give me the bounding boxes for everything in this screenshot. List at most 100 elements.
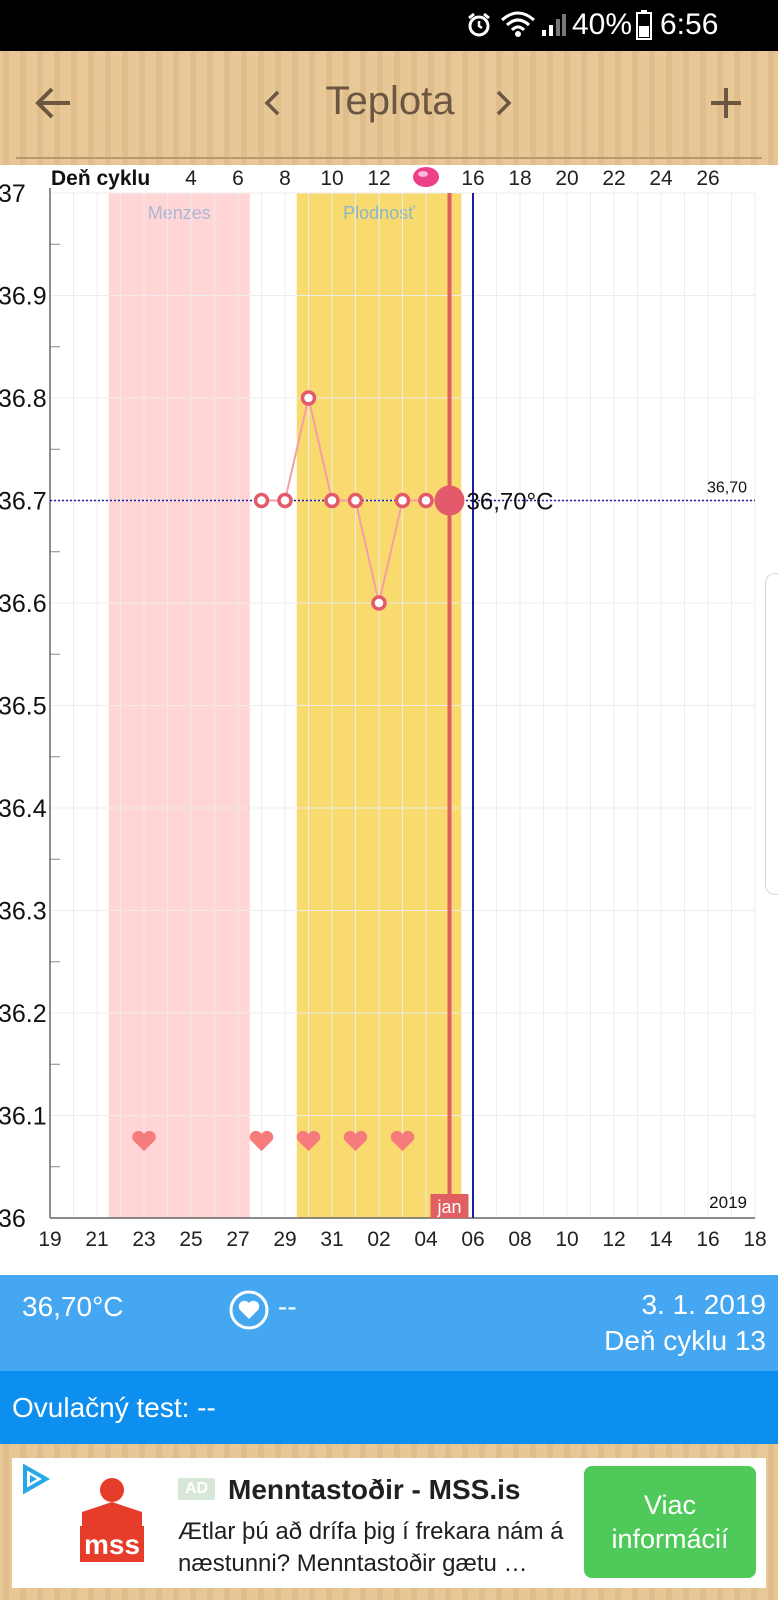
reference-line-label: 36,70: [707, 480, 747, 497]
y-tick-label: 36.9: [0, 283, 47, 311]
next-cycle-button[interactable]: [486, 81, 522, 125]
y-tick-label: 36.1: [0, 1103, 47, 1131]
ad-title[interactable]: Menntastoðir - MSS.is: [228, 1474, 521, 1505]
cycle-day-tick: 8: [279, 167, 291, 190]
x-tick-label: 10: [555, 1228, 578, 1251]
plus-icon: [711, 88, 741, 118]
cycle-day-tick: 24: [649, 167, 673, 190]
temperature-point[interactable]: [300, 390, 317, 406]
month-label-bg: [430, 1194, 469, 1218]
ad-badge: AD: [178, 1478, 216, 1500]
battery-percent: 40%: [572, 8, 633, 41]
x-tick-label: 08: [508, 1228, 531, 1251]
temperature-point[interactable]: [253, 492, 270, 509]
period-label: Menzes: [148, 203, 211, 223]
month-label: jan: [436, 1197, 461, 1217]
y-tick-label: 36.2: [0, 1000, 47, 1028]
cycle-day-tick: 18: [508, 167, 531, 190]
clock: 6:56: [660, 8, 719, 41]
y-tick-label: 37: [0, 180, 26, 208]
selected-date: 3. 1. 2019: [641, 1289, 766, 1320]
wifi-icon: [501, 11, 535, 37]
page-title: Teplota: [325, 79, 455, 123]
mss-logo-icon: mss: [80, 1478, 144, 1562]
heart-icon[interactable]: [343, 1130, 368, 1152]
ad-cta-button[interactable]: Viac informácií: [584, 1466, 756, 1578]
chevron-right-icon: [496, 90, 512, 116]
current-temperature-point[interactable]: [434, 485, 465, 516]
cycle-day-tick: 6: [232, 167, 244, 190]
temperature-point[interactable]: [324, 492, 340, 509]
y-tick-label: 36.8: [0, 385, 47, 413]
temperature-point[interactable]: [371, 595, 387, 611]
temperature-point[interactable]: [347, 492, 364, 509]
back-button[interactable]: [28, 77, 80, 129]
heart-icon[interactable]: [296, 1130, 321, 1152]
y-tick-label: 36.3: [0, 898, 47, 926]
x-tick-label: 06: [461, 1228, 484, 1251]
year-label: 2019: [709, 1193, 747, 1212]
heart-circle-icon: [229, 1290, 269, 1330]
info-bar[interactable]: 36,70°C -- 3. 1. 2019 Deň cyklu 13: [0, 1275, 778, 1371]
y-tick-label: 36.7: [0, 488, 47, 516]
temperature-point[interactable]: [394, 492, 411, 509]
prev-cycle-button[interactable]: [254, 81, 290, 125]
app-bar: Teplota: [0, 51, 778, 165]
x-tick-label: 25: [179, 1228, 202, 1251]
x-tick-label: 18: [743, 1228, 766, 1251]
selected-cycle-day: Deň cyklu 13: [604, 1325, 766, 1356]
cycle-day-tick: 26: [696, 167, 719, 190]
y-tick-label: 36.5: [0, 693, 47, 721]
y-tick-label: 36.4: [0, 795, 47, 823]
heart-icon[interactable]: [249, 1130, 274, 1152]
chevron-left-icon: [264, 90, 280, 116]
y-tick-label: 36.6: [0, 590, 47, 618]
ovulation-test-bar[interactable]: Ovulačný test: --: [0, 1371, 778, 1444]
ad-body[interactable]: Ætlar þú að drífa þig í frekara nám á næ…: [178, 1518, 564, 1577]
cycle-day-axis-label: Deň cyklu: [51, 167, 150, 190]
ad-card[interactable]: mss AD Menntastoðir - MSS.is Ætlar þú að…: [12, 1458, 766, 1588]
x-tick-label: 27: [226, 1228, 249, 1251]
ad-logo-text: mss: [84, 1529, 140, 1560]
side-panel-handle[interactable]: [765, 573, 778, 895]
selected-temperature: 36,70°C: [22, 1291, 124, 1322]
heart-icon[interactable]: [132, 1130, 156, 1152]
ad-logo: mss: [60, 1468, 164, 1572]
battery-icon: [636, 10, 652, 40]
x-tick-label: 16: [696, 1228, 719, 1251]
ovulation-marker-icon: [413, 167, 439, 187]
temperature-point[interactable]: [418, 492, 434, 509]
appbar-divider: [16, 157, 762, 159]
ad-choices-icon[interactable]: [20, 1464, 50, 1494]
temperature-chart[interactable]: Menzes Plodnosť 37 36.9 36.8 36.7 36.6 36.5 36.4…: [0, 165, 778, 1275]
cycle-day-tick: 22: [602, 167, 625, 190]
x-tick-label: 23: [132, 1228, 155, 1251]
arrow-left-icon: [35, 87, 70, 119]
x-tick-label: 04: [414, 1228, 438, 1251]
ovulation-marker-highlight: [418, 171, 428, 177]
current-temperature-label: 36,70°C: [467, 489, 554, 516]
x-tick-label: 29: [273, 1228, 296, 1251]
cycle-day-tick: 4: [185, 167, 197, 190]
signal-icon: [542, 14, 566, 36]
y-tick-label: 36: [0, 1205, 26, 1233]
chart-svg[interactable]: Menzes Plodnosť3736.936.836.736.636.536.4…: [0, 165, 778, 1275]
temperature-point[interactable]: [277, 492, 293, 509]
ovulation-test-label: Ovulačný test: --: [12, 1392, 216, 1423]
heart-value: --: [278, 1291, 297, 1322]
cycle-day-tick: 10: [320, 167, 343, 190]
cycle-day-tick: 16: [461, 167, 484, 190]
alarm-icon: [468, 12, 490, 37]
cycle-day-tick: 12: [367, 167, 390, 190]
x-tick-label: 21: [85, 1228, 108, 1251]
x-tick-label: 31: [320, 1228, 343, 1251]
cycle-day-tick: 20: [555, 167, 578, 190]
x-tick-label: 12: [602, 1228, 625, 1251]
heart-icon[interactable]: [390, 1130, 415, 1152]
add-button[interactable]: [700, 77, 752, 129]
ad-area: mss AD Menntastoðir - MSS.is Ætlar þú að…: [0, 1444, 778, 1600]
x-tick-label: 14: [649, 1228, 673, 1251]
x-tick-label: 19: [38, 1228, 61, 1251]
status-bar: 40% 6:56: [0, 0, 778, 51]
x-tick-label: 02: [367, 1228, 390, 1251]
